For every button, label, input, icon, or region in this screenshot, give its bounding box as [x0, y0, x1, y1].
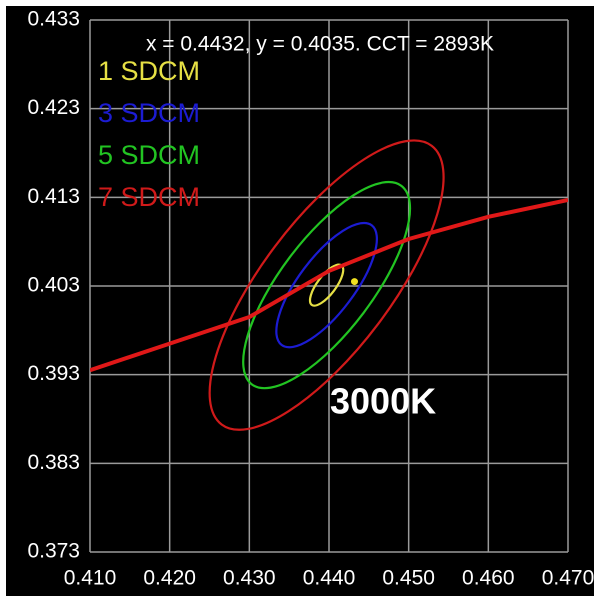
planckian-locus [90, 198, 568, 373]
sdcm-ellipse [242, 180, 412, 390]
x-tick-label: 0.440 [303, 567, 356, 590]
legend-entry: 1 SDCM [98, 56, 200, 86]
x-tick-label: 0.460 [462, 567, 515, 590]
sdcm-ellipse [208, 139, 445, 431]
x-tick-label: 0.450 [382, 567, 435, 590]
y-tick-label: 0.433 [27, 8, 80, 31]
cct-annotation: 3000K [330, 381, 436, 422]
x-tick-label: 0.410 [64, 567, 117, 590]
labels: 0.410 0.420 0.430 0.440 0.450 0.460 0.470 0.373… [27, 8, 594, 590]
legend-entry: 7 SDCM [98, 182, 200, 212]
legend-entry: 3 SDCM [98, 98, 200, 128]
x-tick-label: 0.470 [542, 567, 595, 590]
y-tick-label: 0.373 [27, 540, 80, 563]
measured-point [350, 278, 358, 286]
readout: x = 0.4432, y = 0.4035. CCT = 2893K [146, 33, 494, 56]
plot-marks [90, 139, 568, 431]
x-tick-label: 0.430 [223, 567, 276, 590]
y-tick-label: 0.393 [27, 362, 80, 385]
grid [89, 19, 569, 553]
legend-entry: 5 SDCM [98, 140, 200, 170]
x-tick-label: 0.420 [143, 567, 196, 590]
y-tick-label: 0.383 [27, 451, 80, 474]
y-tick-label: 0.403 [27, 274, 80, 297]
plot-background [6, 6, 594, 596]
y-tick-label: 0.423 [27, 96, 80, 119]
y-tick-label: 0.413 [27, 185, 80, 208]
sdcm-ellipse [275, 221, 378, 349]
